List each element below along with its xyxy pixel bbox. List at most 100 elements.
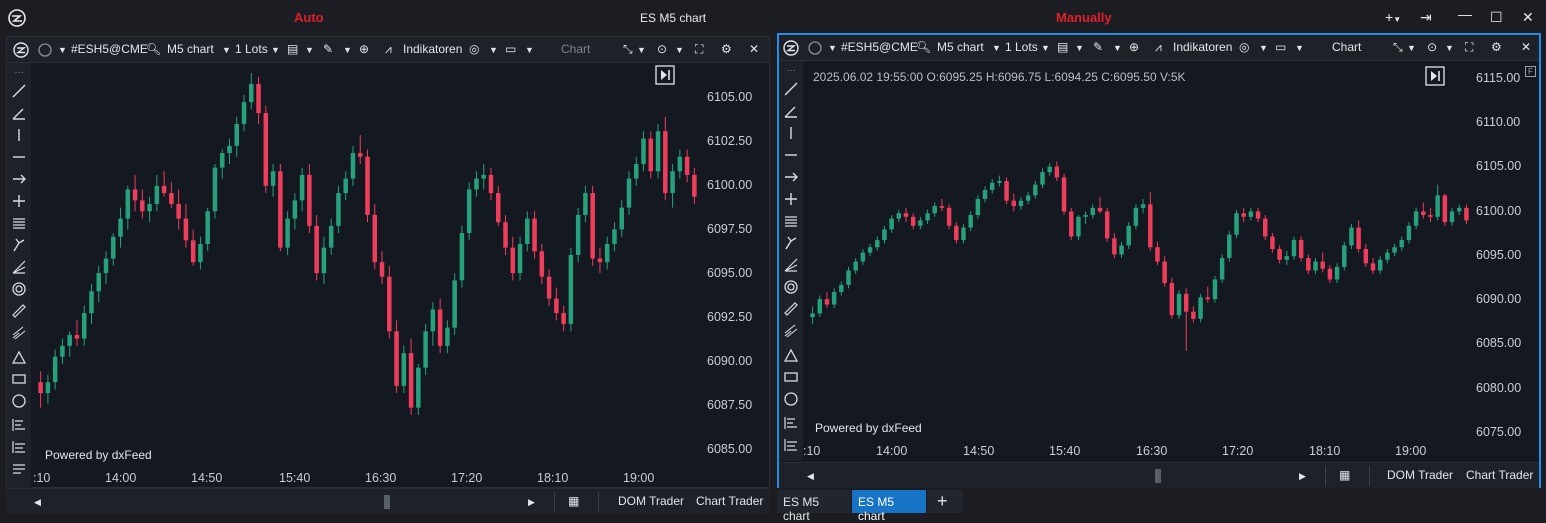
order-icon[interactable]: ▤ (287, 42, 299, 56)
line-tool-icon[interactable] (783, 81, 799, 97)
layout-dropdown-icon[interactable]: ▼ (525, 45, 534, 55)
maximize-button[interactable]: ☐ (1490, 9, 1503, 25)
channel-tool-icon[interactable] (11, 325, 27, 341)
lots-label[interactable]: 1 Lots (235, 42, 268, 56)
order-icon[interactable]: ▤ (1057, 40, 1069, 54)
dom-trader-button[interactable]: DOM Trader (618, 494, 685, 508)
angle-tool-icon[interactable] (11, 105, 27, 121)
minimize-button[interactable]: — (1458, 6, 1472, 22)
fib-levels-icon[interactable] (11, 417, 27, 433)
search-icon[interactable]: 🔍︎ (146, 42, 162, 56)
arrow-tool-icon[interactable] (11, 171, 27, 187)
arrow-tool-icon[interactable] (783, 169, 799, 185)
symbol-label[interactable]: #ESH5@CME (71, 42, 148, 56)
zoom-in-icon[interactable]: ⊕ (1129, 40, 1140, 54)
rectangle-tool-icon[interactable] (783, 369, 799, 385)
angle-tool-icon[interactable] (783, 103, 799, 119)
cross-tool-icon[interactable] (783, 191, 799, 207)
vertical-line-icon[interactable] (783, 125, 799, 141)
collapse-dropdown-icon[interactable]: ▼ (637, 45, 646, 55)
pin-icon[interactable]: ⇥ (1420, 9, 1432, 25)
parallel-lines-icon[interactable] (783, 213, 799, 229)
draw-dropdown-icon[interactable]: ▼ (1113, 43, 1122, 53)
fan-tool-icon[interactable] (783, 257, 799, 273)
crosshair-dropdown-icon[interactable]: ▼ (489, 45, 498, 55)
lots-dropdown-icon[interactable]: ▼ (1041, 43, 1050, 53)
vertical-line-icon[interactable] (11, 127, 27, 143)
chart-type-label[interactable]: Chart (561, 42, 591, 56)
triangle-tool-icon[interactable] (11, 349, 27, 365)
timeframe-dropdown-icon[interactable]: ▼ (222, 45, 231, 55)
chart-type-label[interactable]: Chart (1332, 40, 1362, 54)
ellipse-tool-icon[interactable] (783, 391, 799, 407)
layout-icon[interactable]: ▭ (1275, 40, 1287, 54)
close-chart-icon[interactable]: ✕ (1521, 40, 1532, 54)
symbol-dropdown-icon[interactable]: ▼ (828, 43, 837, 53)
chart-trader-button[interactable]: Chart Trader (696, 494, 764, 508)
ellipse-tool-icon[interactable] (11, 393, 27, 409)
symbol-label[interactable]: #ESH5@CME (841, 40, 918, 54)
spiral-tool-icon[interactable] (783, 279, 799, 295)
collapse-dropdown-icon[interactable]: ▼ (1407, 43, 1416, 53)
chart-trader-button[interactable]: Chart Trader (1466, 468, 1534, 482)
candlestick-chart-right[interactable] (807, 62, 1472, 462)
indicators-icon[interactable]: ⩘ (1155, 40, 1162, 54)
camera-dropdown-icon[interactable]: ▼ (1445, 43, 1454, 53)
draw-pen-icon[interactable]: ✎ (323, 42, 334, 56)
settings-gear-icon[interactable]: ⚙ (1491, 40, 1502, 54)
scroll-left-arrow[interactable]: ◀ (34, 497, 41, 507)
add-tab-button[interactable]: + (927, 490, 963, 513)
grip-handle-icon[interactable]: ⋯ (14, 67, 24, 77)
pitchfork-icon[interactable] (11, 237, 27, 253)
ruler-icon[interactable] (11, 303, 27, 319)
channel-tool-icon[interactable] (783, 323, 799, 339)
camera-dropdown-icon[interactable]: ▼ (675, 45, 684, 55)
layout-dropdown-icon[interactable]: ▼ (1295, 43, 1304, 53)
scroll-to-end-icon[interactable] (1425, 66, 1445, 86)
ruler-icon[interactable] (783, 301, 799, 317)
layout-icon[interactable]: ▭ (505, 42, 517, 56)
candlestick-chart-left[interactable] (35, 64, 700, 464)
timeframe-label[interactable]: M5 chart (937, 40, 984, 54)
horizontal-line-icon[interactable] (783, 147, 799, 163)
settings-gear-icon[interactable]: ⚙ (721, 42, 732, 56)
order-dropdown-icon[interactable]: ▼ (305, 45, 314, 55)
camera-icon[interactable]: ⊙ (1427, 40, 1438, 54)
grip-handle-icon[interactable]: ⋯ (786, 65, 796, 75)
camera-icon[interactable]: ⊙ (657, 42, 668, 56)
calendar-icon[interactable]: ▦ (568, 494, 580, 508)
parallel-lines-icon[interactable] (11, 215, 27, 231)
text-levels-icon[interactable] (11, 439, 27, 455)
scroll-right-arrow[interactable]: ▶ (1299, 471, 1306, 481)
scrollbar-thumb[interactable] (384, 495, 390, 509)
indicators-label[interactable]: Indikatoren (1173, 40, 1233, 54)
crosshair-dropdown-icon[interactable]: ▼ (1259, 43, 1268, 53)
indicators-label[interactable]: Indikatoren (403, 42, 463, 56)
corner-f-badge[interactable]: F (1525, 66, 1536, 77)
status-circle-icon[interactable] (37, 42, 53, 58)
scroll-to-end-icon[interactable] (655, 65, 675, 85)
cross-tool-icon[interactable] (11, 193, 27, 209)
scroll-right-arrow[interactable]: ▶ (528, 497, 535, 507)
search-icon[interactable]: 🔍︎ (916, 40, 932, 54)
tab-es-m5-chart-active[interactable]: ES M5 chart (852, 490, 926, 523)
scroll-left-arrow[interactable]: ◀ (807, 471, 814, 481)
tab-es-m5-chart[interactable]: ES M5 chart (777, 490, 851, 523)
lots-dropdown-icon[interactable]: ▼ (271, 45, 280, 55)
fullscreen-icon[interactable]: ⛶ (1465, 40, 1474, 54)
collapse-icon[interactable]: ⤡ (623, 42, 633, 56)
horizontal-line-icon[interactable] (11, 149, 27, 165)
collapse-icon[interactable]: ⤡ (1393, 40, 1403, 54)
zoom-in-icon[interactable]: ⊕ (359, 42, 370, 56)
draw-dropdown-icon[interactable]: ▼ (343, 45, 352, 55)
indicators-icon[interactable]: ⩘ (385, 42, 392, 56)
pitchfork-icon[interactable] (783, 235, 799, 251)
close-window-button[interactable]: ✕ (1522, 9, 1534, 25)
timeframe-dropdown-icon[interactable]: ▼ (992, 43, 1001, 53)
text-levels-icon[interactable] (783, 437, 799, 453)
dom-trader-button[interactable]: DOM Trader (1387, 468, 1454, 482)
draw-pen-icon[interactable]: ✎ (1093, 40, 1104, 54)
fullscreen-icon[interactable]: ⛶ (695, 42, 704, 56)
more-tools-icon[interactable] (11, 461, 27, 477)
timeframe-label[interactable]: M5 chart (167, 42, 214, 56)
